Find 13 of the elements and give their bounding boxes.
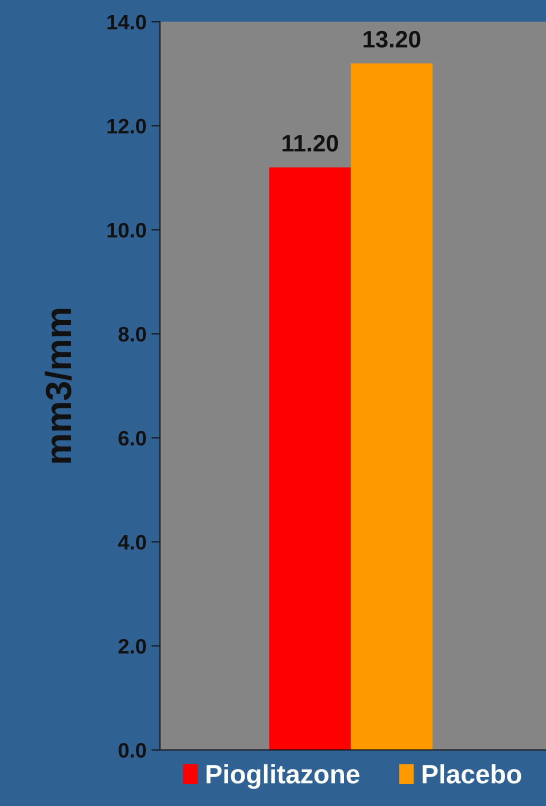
y-tick-label: 6.0 — [118, 430, 146, 446]
legend-label: Pioglitazone — [206, 764, 360, 789]
data-label: 11.20 — [282, 134, 338, 152]
y-tick-label: 4.0 — [118, 534, 146, 550]
y-tick-label: 0.0 — [118, 742, 146, 758]
y-tick-label: 2.0 — [118, 638, 146, 654]
y-tick-label: 12.0 — [108, 118, 146, 134]
y-axis-title: mm3/mm — [44, 308, 72, 463]
legend-label: Placebo — [422, 764, 522, 784]
data-label: 13.20 — [364, 30, 420, 48]
y-tick-label: 10.0 — [108, 222, 146, 238]
y-tick-label: 8.0 — [118, 326, 146, 342]
y-tick-label: 14.0 — [108, 14, 146, 30]
